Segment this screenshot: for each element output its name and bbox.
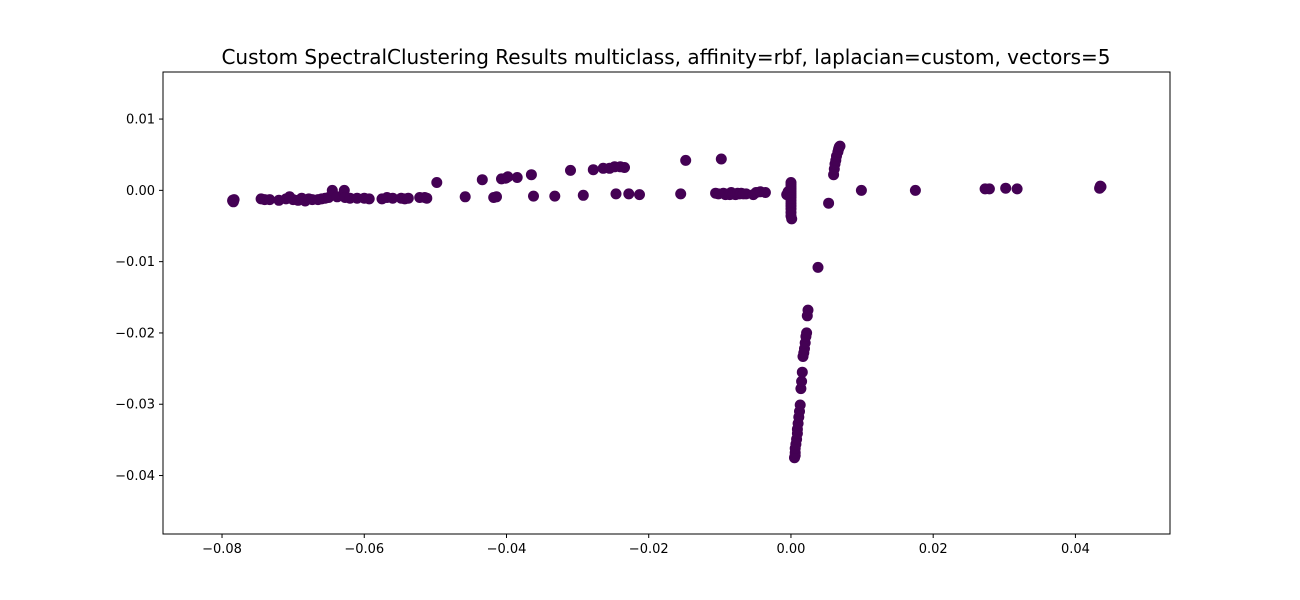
- data-point: [759, 187, 771, 198]
- data-point: [812, 261, 824, 273]
- data-point: [680, 154, 692, 166]
- y-tick-label: 0.01: [126, 113, 155, 128]
- data-point: [421, 192, 433, 204]
- data-point: [675, 188, 687, 200]
- data-point: [528, 190, 539, 202]
- y-tick-label: −0.03: [115, 398, 155, 413]
- data-point: [459, 191, 471, 203]
- data-point: [549, 190, 561, 202]
- data-point: [402, 192, 414, 204]
- data-point: [786, 213, 798, 225]
- data-point: [623, 188, 635, 200]
- data-point: [983, 183, 995, 195]
- x-tick-label: 0.04: [1061, 542, 1090, 557]
- data-point: [796, 375, 808, 387]
- x-tick-label: −0.06: [344, 542, 384, 557]
- data-point: [1011, 183, 1023, 195]
- x-tick-label: 0.00: [776, 542, 805, 557]
- data-point: [610, 188, 622, 200]
- data-point: [565, 164, 576, 176]
- data-point: [634, 189, 645, 201]
- data-point: [264, 194, 276, 206]
- data-point: [1095, 181, 1107, 193]
- data-point: [619, 162, 630, 173]
- x-tick-label: −0.04: [487, 542, 527, 557]
- data-point: [834, 140, 846, 152]
- plot-area: [163, 72, 1170, 534]
- data-point: [363, 193, 375, 205]
- data-point: [387, 192, 399, 204]
- data-point: [502, 171, 514, 183]
- data-point: [511, 172, 523, 183]
- y-tick-label: −0.02: [115, 326, 155, 341]
- data-point: [525, 169, 537, 181]
- y-tick-label: 0.00: [126, 184, 155, 199]
- data-point: [331, 191, 343, 203]
- x-tick-label: −0.08: [202, 542, 242, 557]
- data-point: [227, 196, 239, 208]
- data-point: [802, 304, 814, 316]
- plot-frame: [162, 71, 1171, 535]
- data-point: [909, 184, 921, 196]
- data-point: [476, 174, 488, 186]
- data-point: [491, 191, 502, 203]
- data-point: [796, 366, 808, 378]
- data-point: [577, 189, 589, 201]
- y-tick-label: −0.01: [115, 255, 155, 270]
- data-point: [801, 327, 813, 339]
- chart-title: Custom SpectralClustering Results multic…: [221, 45, 1110, 69]
- data-point: [855, 184, 867, 196]
- data-point: [1000, 182, 1012, 194]
- data-point: [431, 177, 443, 188]
- data-point: [715, 153, 727, 165]
- y-tick-label: −0.04: [115, 469, 155, 484]
- data-point: [587, 164, 599, 176]
- data-point: [794, 399, 806, 411]
- x-tick-label: 0.02: [919, 542, 948, 557]
- x-tick-label: −0.02: [629, 542, 669, 557]
- data-point: [823, 197, 835, 209]
- x-axis-ticks: −0.08 −0.06 −0.04 −0.02 0.00 0.02 0.04: [202, 534, 1090, 557]
- data-points: [227, 140, 1107, 464]
- y-axis-ticks: 0.01 0.00 −0.01 −0.02 −0.03 −0.04: [115, 113, 163, 484]
